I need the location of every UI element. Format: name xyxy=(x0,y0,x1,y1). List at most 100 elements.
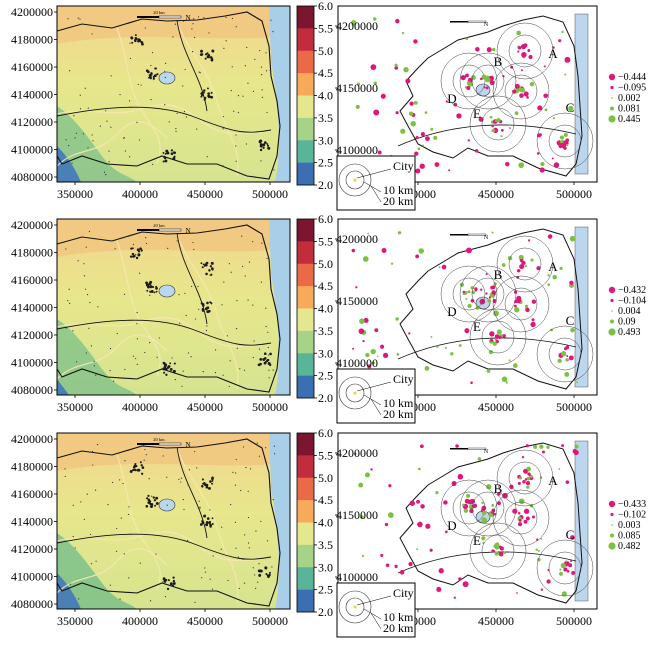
settlement-dot xyxy=(183,110,186,113)
settlement-dot xyxy=(210,261,214,265)
observation-point xyxy=(561,444,565,448)
observation-point xyxy=(467,139,470,142)
observation-point xyxy=(489,80,495,86)
settlement-dot xyxy=(265,307,267,309)
settlement-dot xyxy=(254,58,256,60)
settlement-dot xyxy=(269,352,272,356)
settlement-dot xyxy=(108,161,110,163)
settlement-dot xyxy=(197,285,199,288)
observation-point xyxy=(377,150,382,155)
observation-point xyxy=(425,136,430,142)
settlement-dot xyxy=(253,340,255,342)
settlement-dot xyxy=(231,17,234,20)
observation-point xyxy=(526,476,531,481)
settlement-dot xyxy=(122,482,124,485)
settlement-dot xyxy=(79,18,81,20)
settlement-dot xyxy=(204,567,206,569)
settlement-dot xyxy=(71,586,74,588)
legend-marker xyxy=(608,328,616,336)
settlement-dot xyxy=(230,90,232,92)
settlement-dot xyxy=(176,112,178,115)
observation-point xyxy=(501,376,508,382)
scale-bar xyxy=(158,228,182,232)
inset-city-label: City xyxy=(393,159,414,173)
buffer-circle-20km xyxy=(536,112,594,170)
legend-marker xyxy=(608,73,616,81)
settlement-dot xyxy=(231,66,233,68)
contour-line xyxy=(56,531,263,562)
settlement-dot xyxy=(156,356,158,358)
settlement-dot xyxy=(273,445,275,447)
observation-point xyxy=(492,341,497,346)
settlement-dot xyxy=(264,566,268,570)
settlement-dot xyxy=(259,357,263,361)
settlement-dot xyxy=(145,504,149,508)
area-label: D xyxy=(447,91,456,106)
observation-point xyxy=(522,479,526,484)
buffer-circle-10km xyxy=(504,74,538,108)
contour-line xyxy=(116,27,161,165)
settlement-dot xyxy=(145,236,147,239)
observation-point xyxy=(546,579,551,584)
observation-point xyxy=(390,262,394,265)
observation-point xyxy=(485,273,488,276)
colorbar-band xyxy=(297,455,314,479)
settlement-dot xyxy=(257,581,259,583)
y-tick-label: 4120000 xyxy=(11,328,53,342)
settlement-dot xyxy=(260,281,262,283)
settlement-dot xyxy=(86,493,88,495)
settlement-dot xyxy=(73,115,75,117)
settlement-dot xyxy=(152,496,155,499)
scale-bar xyxy=(158,15,182,19)
buffer-circle-10km xyxy=(548,551,582,585)
area-label: E xyxy=(473,533,481,548)
settlement-dot xyxy=(132,355,135,357)
settlement-dot xyxy=(165,149,169,153)
settlement-dot xyxy=(259,148,263,152)
settlement-dot xyxy=(192,23,194,25)
settlement-dot xyxy=(136,312,138,314)
settlement-dot xyxy=(134,463,137,466)
settlement-dot xyxy=(105,174,107,176)
settlement-dot xyxy=(145,454,147,456)
settlement-dot xyxy=(248,547,250,549)
left-map: 20 km N 4200000 4180000 4160000 4140000 412000… xyxy=(11,218,291,414)
observation-point xyxy=(414,151,419,156)
legend-label: 0.081 xyxy=(618,104,641,115)
settlement-dot xyxy=(90,563,93,565)
leader-line xyxy=(370,398,382,416)
settlement-dot xyxy=(263,352,267,356)
settlement-dot xyxy=(150,290,154,293)
panel-row-2: 20 km N 4200000 4180000 4160000 4140000 412000… xyxy=(11,212,646,424)
observation-point xyxy=(520,69,523,72)
settlement-dot xyxy=(184,68,186,71)
settlement-dot xyxy=(204,514,207,516)
observation-point xyxy=(429,548,433,552)
observation-point xyxy=(489,331,495,337)
settlement-dot xyxy=(201,307,205,311)
settlement-dot xyxy=(162,151,165,154)
settlement-dot xyxy=(187,539,189,542)
settlement-dot xyxy=(77,260,79,262)
settlement-dot xyxy=(84,288,87,290)
settlement-dot xyxy=(197,16,200,18)
buffer-circle-20km xyxy=(338,163,372,197)
observation-point xyxy=(512,508,518,514)
settlement-dot xyxy=(89,301,91,304)
settlement-dot xyxy=(110,75,112,77)
observation-point xyxy=(397,231,402,235)
settlement-dot xyxy=(201,93,204,97)
observation-point xyxy=(552,117,556,120)
observation-point xyxy=(430,127,434,131)
settlement-dot xyxy=(205,483,209,487)
observation-point xyxy=(573,449,579,456)
observation-point xyxy=(467,303,472,309)
settlement-dot xyxy=(166,504,168,506)
observation-point xyxy=(403,67,409,73)
settlement-dot xyxy=(127,513,130,516)
settlement-dot xyxy=(211,482,214,485)
settlement-dot xyxy=(204,53,208,56)
settlement-dot xyxy=(128,100,131,102)
settlement-dot xyxy=(136,323,138,325)
